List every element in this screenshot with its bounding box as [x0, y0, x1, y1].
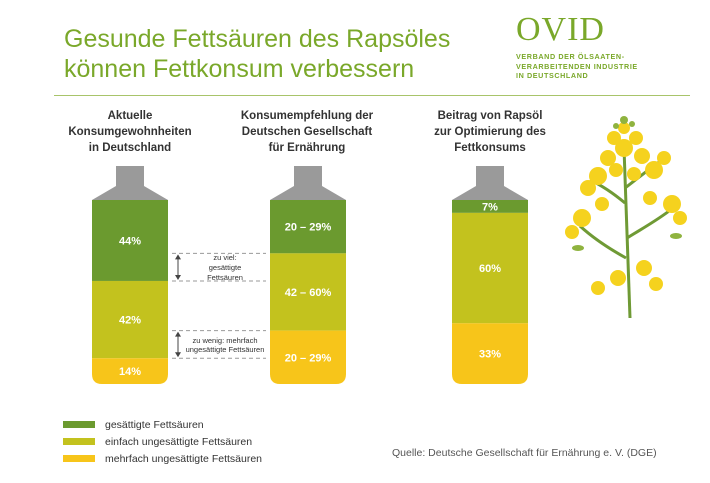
logo-subtitle: VERBAND DER ÖLSAATEN- VERARBEITENDEN IND…	[516, 52, 696, 81]
title-line-1: Gesunde Fettsäuren des Rapsöles	[64, 25, 451, 53]
data-label-3-2: 60%	[479, 263, 501, 275]
data-label-2-1: 20 – 29%	[285, 222, 332, 234]
data-label-1-1: 44%	[119, 235, 141, 247]
category-title-2-line-3: für Ernährung	[268, 142, 346, 154]
category-title-3-line-3: Fettkonsums	[454, 142, 526, 154]
legend-item-saturated: gesättigte Fettsäuren	[63, 416, 262, 433]
bar-segment-2-2	[270, 253, 346, 331]
legend-label-mono: einfach ungesättigte Fettsäuren	[105, 435, 253, 448]
title-line-2: können Fettkonsum verbessern	[64, 55, 415, 83]
source-note: Quelle: Deutsche Gesellschaft für Ernähr…	[392, 447, 657, 459]
legend: gesättigte Fettsäuren einfach ungesättig…	[63, 416, 262, 467]
annotation-2-line-1: zu wenig: mehrfach	[192, 336, 257, 345]
category-title-2-line-2: Deutschen Gesellschaft	[241, 126, 373, 138]
bar-segment-3-1	[452, 200, 528, 213]
data-label-2-3: 20 – 29%	[285, 352, 332, 364]
bar-segment-1-3	[92, 358, 168, 384]
ovid-logo: OVID VERBAND DER ÖLSAATEN- VERARBEITENDE…	[516, 12, 696, 81]
header-divider	[54, 95, 690, 96]
bar-segment-1-1	[92, 200, 168, 281]
legend-label-saturated: gesättigte Fettsäuren	[105, 418, 204, 431]
legend-item-mono: einfach ungesättigte Fettsäuren	[63, 433, 262, 450]
annotation-1-line-2: gesättigte	[209, 263, 242, 272]
annotation-1-line-3: Fettsäuren	[207, 273, 243, 282]
category-title-1-line-3: in Deutschland	[88, 142, 172, 154]
legend-swatch-mono	[63, 438, 95, 445]
logo-subtitle-line-2: VERARBEITENDEN INDUSTRIE	[516, 61, 638, 71]
category-title-3: Beitrag von Rapsöl zur Optimierung des F…	[395, 108, 585, 156]
logo-subtitle-line-3: IN DEUTSCHLAND	[516, 71, 589, 80]
category-title-1-line-2: Konsumgewohnheiten	[68, 126, 192, 138]
annotation-arrow-2	[175, 331, 181, 358]
category-title-1-line-1: Aktuelle	[107, 110, 153, 122]
category-title-3-line-1: Beitrag von Rapsöl	[437, 110, 543, 122]
bottle-cap	[452, 166, 528, 200]
logo-subtitle-line-1: VERBAND DER ÖLSAATEN-	[516, 52, 625, 61]
annotation-arrow-1	[175, 254, 181, 280]
legend-swatch-saturated	[63, 421, 95, 428]
page-title: Gesunde Fettsäuren des Rapsöles können F…	[64, 24, 450, 84]
bottle-cap	[92, 166, 168, 200]
data-label-2-2: 42 – 60%	[285, 287, 332, 299]
legend-item-poly: mehrfach ungesättigte Fettsäuren	[63, 450, 262, 467]
category-title-3-line-2: zur Optimierung des	[434, 126, 546, 138]
bottle-cap	[270, 166, 346, 200]
bottle-3: 7% 60% 33%	[452, 166, 528, 384]
bar-segment-2-3	[270, 330, 346, 384]
bottle-1: 44% 42% 14%	[92, 166, 168, 384]
legend-swatch-poly	[63, 455, 95, 462]
data-label-1-3: 14%	[119, 366, 141, 378]
category-title-1: Aktuelle Konsumgewohnheiten in Deutschla…	[35, 108, 225, 156]
data-label-3-3: 33%	[479, 349, 501, 361]
legend-label-poly: mehrfach ungesättigte Fettsäuren	[105, 452, 263, 465]
annotation-1-line-1: zu viel:	[213, 253, 236, 262]
data-label-3-1: 7%	[482, 201, 498, 213]
data-label-1-2: 42%	[119, 315, 141, 327]
rapeseed-plant-illustration	[565, 116, 687, 318]
logo-wordmark: OVID	[516, 11, 605, 48]
bottle-2: 20 – 29% 42 – 60% 20 – 29%	[270, 166, 346, 384]
bar-segment-3-2	[452, 212, 528, 324]
annotation-2-line-2: ungesättigte Fettsäuren	[186, 345, 265, 354]
bar-segment-1-2	[92, 280, 168, 359]
category-title-2-line-1: Konsumempfehlung der	[240, 110, 374, 122]
category-title-2: Konsumempfehlung der Deutschen Gesellsch…	[212, 108, 402, 156]
bar-segment-3-3	[452, 323, 528, 384]
bar-segment-2-1	[270, 200, 346, 254]
